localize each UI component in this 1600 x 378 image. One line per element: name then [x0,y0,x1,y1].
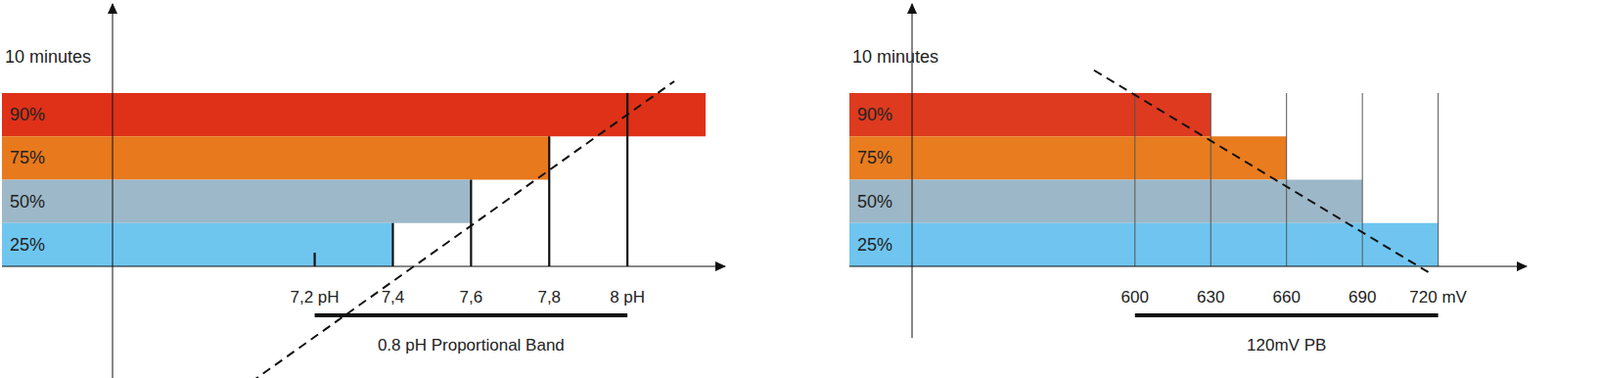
bar [849,92,1211,137]
axis-label: 10 minutes [4,46,92,67]
tick-line [313,252,316,267]
category-label: 25% [9,234,46,255]
tick-line [1437,92,1439,267]
tick-label: 600 [1121,287,1149,307]
bar [1,223,393,267]
category-label: 50% [857,191,893,212]
tick-label: 720 mV [1409,287,1467,307]
category-label: 50% [9,191,46,212]
tick-line [548,136,550,267]
proportional-line [227,81,675,378]
tick-label: 7,4 [381,287,406,307]
bar [1,92,706,137]
tick-line [1285,92,1287,267]
tick-line [626,92,629,267]
tick-label: 7,8 [537,287,561,307]
y-axis [112,3,114,378]
band-label: 120mV PB [1246,335,1326,355]
chart: 600 630 660 690 720 mV 90% 75% 50% 25% 10 minutes… [849,3,1527,355]
tick-line [1134,92,1136,267]
bar [1,136,549,180]
x-axis [1,266,726,268]
tick-line [1210,92,1212,267]
category-label: 75% [857,147,893,168]
bars [1,92,706,267]
band-label: 0.8 pH Proportional Band [377,335,565,355]
tick-label: 7,6 [459,287,484,307]
tick-line [1362,92,1364,267]
category-label: 25% [857,234,893,255]
tick-label: 630 [1196,287,1225,307]
bar [849,136,1287,180]
category-label: 90% [9,104,46,125]
diagram: 7,2 pH 7,4 7,6 7,8 8 pH 90% 75% 50% 25% 10 minute… [0,0,1600,378]
bars [849,92,1439,267]
tick-label: 660 [1273,287,1301,307]
category-label: 75% [9,147,46,168]
bar [1,180,471,224]
tick-label: 8 pH [609,287,645,307]
category-label: 90% [857,104,893,125]
band-bar [1135,313,1439,318]
band-bar [315,313,629,318]
proportional-line [1094,70,1429,274]
tick-label: 7,2 pH [290,287,340,307]
chart: 7,2 pH 7,4 7,6 7,8 8 pH 90% 75% 50% 25% 10 minute… [1,3,726,378]
tick-line [391,223,394,267]
bar [849,223,1439,267]
tick-line [469,180,472,268]
axis-label: 10 minutes [852,46,939,67]
x-axis [849,266,1527,268]
tick-label: 690 [1348,287,1376,307]
